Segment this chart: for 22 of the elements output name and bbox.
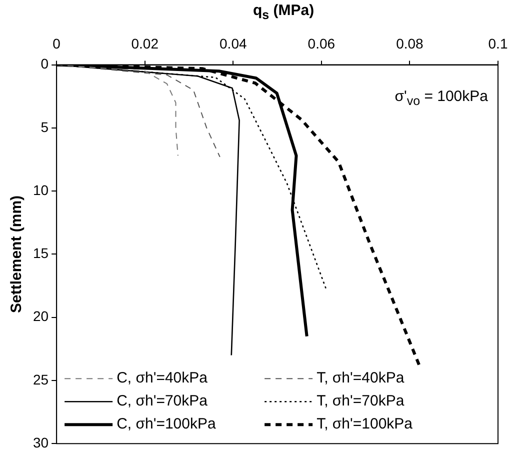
x-tick-label: 0.1 [488, 35, 508, 52]
y-tick-label: 5 [40, 118, 49, 135]
y-axis-title: Settlement (mm) [8, 195, 26, 313]
y-tick-label: 0 [40, 56, 49, 72]
legend-label: C, σh'=100kPa [116, 416, 216, 433]
x-tick-label: 0.02 [131, 35, 159, 52]
y-tick-label: 20 [32, 308, 49, 324]
y-tick-label: 25 [32, 371, 49, 388]
legend-label: C, σh'=40kPa [116, 370, 208, 387]
x-tick-label: 0.04 [220, 35, 247, 52]
x-tick-label: 0 [52, 35, 61, 52]
legend-label: T, σh'=40kPa [316, 370, 405, 387]
annotation: σ'$_{vo}$ = 100kPa [394, 88, 488, 108]
x-tick-label: 0.08 [396, 35, 424, 52]
y-tick-label: 30 [32, 434, 49, 450]
legend-label: T, σh'=70kPa [316, 392, 405, 410]
legend-label: T, σh'=100kPa [316, 416, 414, 433]
x-tick-label: 0.06 [308, 35, 336, 52]
y-tick-label: 10 [32, 182, 49, 198]
y-tick-label: 15 [32, 245, 49, 262]
legend-label: C, σh'=70kPa [116, 392, 208, 410]
x-axis-title: q$_{s}$ (MPa) [252, 2, 316, 22]
